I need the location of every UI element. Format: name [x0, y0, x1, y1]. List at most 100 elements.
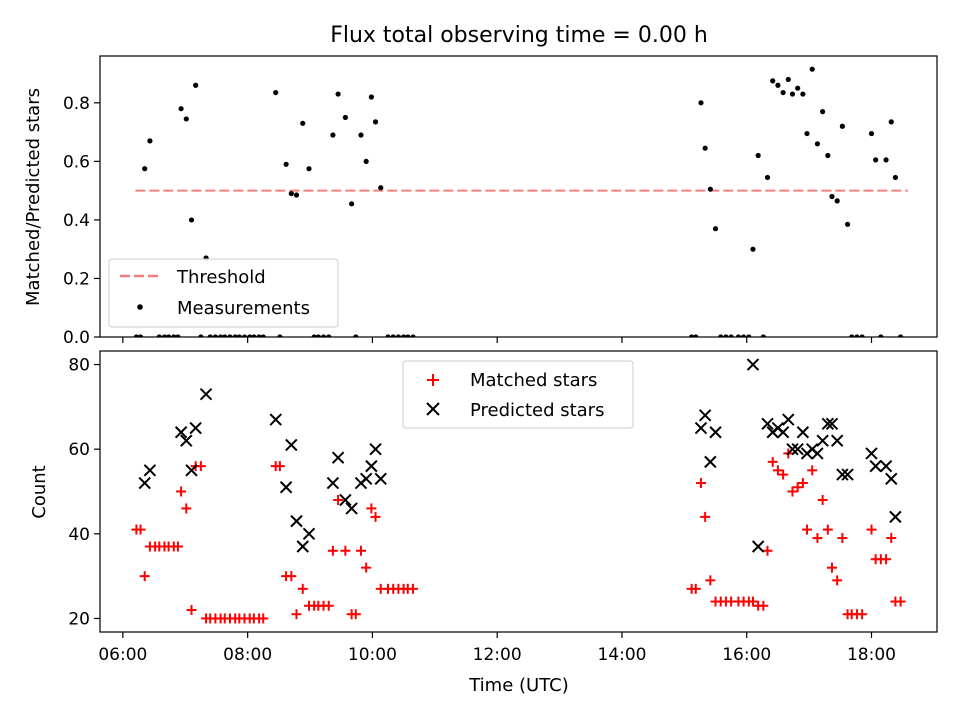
matched-stars-point: [139, 571, 150, 582]
matched-stars-point: [705, 575, 716, 586]
predicted-stars-point: [836, 468, 849, 481]
measurement-point: [306, 166, 312, 172]
predicted-stars-point: [825, 417, 839, 430]
matched-stars-point: [822, 524, 833, 535]
predicted-stars-point: [786, 442, 799, 456]
bottom-legend-box: [402, 360, 634, 429]
measurement-point: [698, 100, 704, 106]
matched-stars-point: [695, 478, 706, 489]
legend-matched-swatch: [427, 374, 439, 386]
matched-stars-point: [370, 511, 381, 522]
measurement-point: [311, 334, 317, 337]
predicted-stars-point: [296, 540, 309, 553]
measurement-point: [741, 334, 747, 337]
measurement-point: [315, 334, 321, 337]
measurement-point: [241, 334, 248, 337]
matched-stars-point: [881, 554, 892, 565]
measurement-point: [247, 334, 253, 337]
matched-stars-point: [758, 600, 769, 611]
predicted-stars-point: [811, 447, 824, 460]
predicted-stars-point: [189, 421, 202, 435]
measurement-point: [746, 334, 752, 337]
top-panel: 0.00.20.40.60.8 Matched/Predicted stars …: [23, 55, 938, 348]
measurement-point: [780, 89, 786, 96]
measurement-point: [809, 66, 815, 72]
y-tick-label: 0.2: [63, 269, 90, 289]
measurement-point: [785, 76, 791, 83]
measurement-point: [207, 334, 213, 337]
matched-stars-point: [355, 545, 366, 556]
predicted-stars-point: [761, 417, 774, 430]
legend-predicted-swatch: [426, 402, 440, 416]
matched-stars-point: [172, 541, 183, 552]
legend-threshold-label: Threshold: [176, 267, 266, 288]
predicted-stars-point: [816, 434, 829, 447]
predicted-stars-point: [709, 426, 722, 439]
matched-stars-point: [792, 482, 803, 493]
predicted-stars-point: [290, 514, 303, 528]
matched-stars-point: [817, 494, 828, 505]
predicted-stars-point: [180, 434, 193, 447]
matched-stars-point: [700, 511, 711, 522]
measurement-point: [188, 217, 195, 223]
measurement-point: [405, 334, 411, 337]
measurement-point: [755, 152, 761, 159]
legend-measurements-label: Measurements: [177, 298, 310, 319]
predicted-stars-point: [285, 438, 298, 452]
y-tick-label: 80: [68, 356, 90, 376]
matched-stars-point: [778, 469, 789, 480]
measurement-point: [888, 119, 894, 125]
matched-stars-point: [291, 609, 302, 620]
y-tick-label: 0.4: [63, 211, 90, 231]
matched-stars-point: [866, 524, 877, 535]
measurement-point: [764, 174, 771, 181]
measurement-point: [795, 85, 801, 91]
measurement-point: [273, 89, 279, 96]
measurement-point: [171, 334, 177, 337]
measurement-point: [372, 119, 379, 125]
predicted-stars-point: [199, 387, 213, 401]
predicted-stars-point: [751, 540, 765, 553]
measurement-point: [218, 334, 224, 337]
matched-stars-point: [340, 545, 351, 556]
measurement-point: [820, 109, 826, 115]
measurement-point: [183, 116, 189, 122]
predicted-stars-point: [339, 493, 352, 507]
measurement-point: [363, 158, 369, 164]
matched-stars-point: [690, 583, 701, 594]
legend-matched-label: Matched stars: [470, 370, 597, 391]
matched-stars-point: [186, 604, 197, 615]
measurement-point: [849, 334, 855, 337]
matched-stars-point: [333, 494, 344, 505]
measurement-point: [868, 130, 875, 137]
measurement-point: [723, 334, 729, 337]
measurement-point: [353, 334, 359, 337]
bottom-legend: Matched stars Predicted stars: [402, 360, 634, 429]
predicted-stars-point: [791, 442, 804, 456]
measurement-point: [873, 157, 879, 163]
measurement-point: [251, 334, 257, 337]
measurement-point: [193, 82, 199, 88]
measurement-point: [789, 91, 796, 97]
matched-stars-point: [181, 503, 192, 514]
measurement-point: [368, 94, 374, 100]
x-tick-label: 10:00: [348, 645, 397, 665]
predicted-stars-point: [345, 502, 358, 515]
x-tick-label: 18:00: [847, 645, 896, 665]
measurement-point: [718, 334, 724, 337]
measurement-point: [859, 334, 865, 337]
matched-stars-point: [297, 583, 308, 594]
matched-stars-point: [327, 545, 338, 556]
predicted-stars-point: [369, 442, 382, 456]
matched-stars-point: [135, 524, 146, 535]
measurement-point: [689, 334, 695, 337]
measurement-point: [770, 78, 776, 84]
measurement-point: [156, 334, 162, 337]
measurement-point: [395, 334, 402, 337]
figure-title: Flux total observing time = 0.00 h: [330, 23, 708, 48]
measurement-point: [883, 157, 889, 163]
measurement-point: [825, 152, 831, 159]
top-axes-frame: [99, 55, 938, 338]
y-tick-label: 60: [68, 440, 90, 460]
matched-stars-point: [787, 486, 798, 497]
